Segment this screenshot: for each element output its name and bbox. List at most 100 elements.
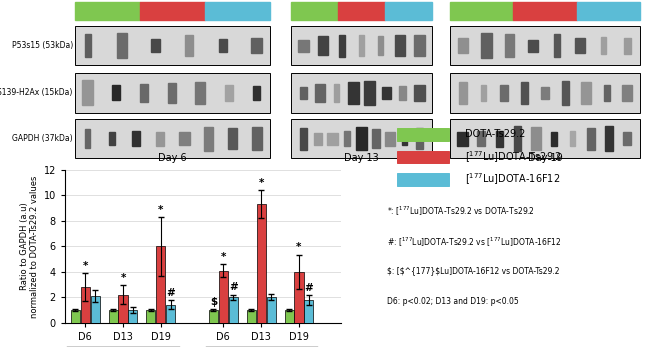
- Bar: [414, 85, 424, 101]
- Bar: [219, 39, 227, 52]
- Bar: [477, 131, 485, 146]
- Bar: [266, 297, 276, 323]
- Bar: [399, 86, 406, 100]
- FancyBboxPatch shape: [450, 74, 640, 112]
- Bar: [179, 133, 190, 145]
- Bar: [359, 35, 364, 56]
- Bar: [109, 310, 118, 323]
- Bar: [83, 81, 93, 105]
- Bar: [140, 2, 205, 19]
- Bar: [304, 300, 313, 323]
- Text: #: #: [304, 283, 313, 293]
- Text: P53s15 (53kDa): P53s15 (53kDa): [12, 41, 73, 50]
- Bar: [348, 82, 359, 104]
- Bar: [402, 132, 408, 145]
- Text: $: $: [210, 297, 217, 307]
- Bar: [604, 126, 613, 151]
- Bar: [257, 204, 266, 323]
- Text: *: *: [296, 242, 302, 252]
- Bar: [129, 310, 138, 323]
- Bar: [225, 85, 233, 101]
- Bar: [575, 38, 585, 53]
- Bar: [450, 2, 514, 19]
- Bar: [481, 85, 486, 101]
- FancyBboxPatch shape: [291, 26, 432, 65]
- Text: *: *: [259, 178, 264, 188]
- Bar: [204, 127, 213, 151]
- Bar: [415, 128, 423, 149]
- Text: GAPDH (37kDa): GAPDH (37kDa): [12, 134, 73, 143]
- Bar: [541, 87, 549, 99]
- Bar: [90, 296, 99, 323]
- Bar: [300, 87, 307, 99]
- Bar: [75, 2, 140, 19]
- Bar: [601, 37, 606, 54]
- Bar: [85, 34, 90, 57]
- Bar: [298, 40, 309, 52]
- Bar: [397, 151, 449, 163]
- Bar: [291, 2, 338, 19]
- Bar: [112, 85, 120, 100]
- FancyBboxPatch shape: [75, 26, 270, 65]
- Bar: [251, 38, 263, 53]
- Bar: [168, 83, 176, 103]
- FancyBboxPatch shape: [291, 119, 432, 158]
- Bar: [151, 39, 160, 52]
- Bar: [140, 84, 148, 102]
- Bar: [397, 128, 449, 141]
- Text: Day 6: Day 6: [158, 153, 187, 163]
- Bar: [623, 85, 632, 101]
- Bar: [118, 295, 127, 323]
- Bar: [496, 131, 503, 146]
- Text: *: *: [120, 273, 125, 283]
- Bar: [247, 310, 256, 323]
- Text: *: *: [221, 252, 226, 262]
- Bar: [185, 35, 193, 56]
- Bar: [623, 132, 631, 145]
- Bar: [624, 37, 630, 54]
- Bar: [372, 129, 380, 148]
- Bar: [315, 84, 325, 102]
- Bar: [327, 133, 338, 145]
- Bar: [196, 82, 205, 104]
- Bar: [109, 132, 115, 145]
- Bar: [253, 86, 261, 100]
- Text: *: [$^{177}$Lu]DOTA-Ts29.2 vs DOTA-Ts29.2: *: [$^{177}$Lu]DOTA-Ts29.2 vs DOTA-Ts29.…: [387, 205, 535, 218]
- Bar: [514, 2, 577, 19]
- Bar: [116, 33, 127, 58]
- Bar: [378, 36, 383, 55]
- Bar: [521, 82, 528, 104]
- FancyBboxPatch shape: [75, 119, 270, 158]
- Bar: [554, 34, 560, 57]
- Bar: [604, 85, 610, 101]
- Bar: [356, 127, 367, 150]
- Bar: [229, 297, 238, 323]
- Bar: [205, 2, 270, 19]
- Bar: [219, 271, 228, 323]
- Bar: [314, 133, 322, 145]
- Bar: [146, 310, 155, 323]
- Bar: [385, 132, 395, 146]
- Bar: [531, 127, 541, 151]
- Text: [$^{177}$Lu]DOTA-Ts29.2: [$^{177}$Lu]DOTA-Ts29.2: [465, 149, 562, 164]
- Text: #: #: [229, 282, 238, 293]
- Bar: [157, 132, 164, 146]
- Text: $: [$^{177}$Lu]DOTA-16F12 vs DOTA-Ts29.2: $: [$^{177}$Lu]DOTA-16F12 vs DOTA-Ts29.2: [387, 266, 559, 275]
- Bar: [458, 38, 468, 53]
- Bar: [551, 132, 558, 146]
- Bar: [505, 34, 514, 57]
- FancyBboxPatch shape: [291, 74, 432, 112]
- Text: *: *: [83, 261, 88, 271]
- Bar: [156, 246, 165, 323]
- Bar: [85, 129, 90, 148]
- Bar: [166, 305, 176, 323]
- Y-axis label: Ratio to GAPDH (a.u)
normalized to DOTA-Ts29.2 values: Ratio to GAPDH (a.u) normalized to DOTA-…: [20, 175, 40, 318]
- Text: [$^{177}$Lu]DOTA-16F12: [$^{177}$Lu]DOTA-16F12: [465, 171, 560, 187]
- Text: DOTA-Ts29.2: DOTA-Ts29.2: [465, 129, 525, 139]
- Bar: [413, 35, 425, 57]
- Bar: [382, 87, 391, 99]
- Bar: [458, 132, 468, 146]
- FancyBboxPatch shape: [450, 119, 640, 158]
- Bar: [587, 128, 595, 150]
- Bar: [397, 173, 449, 186]
